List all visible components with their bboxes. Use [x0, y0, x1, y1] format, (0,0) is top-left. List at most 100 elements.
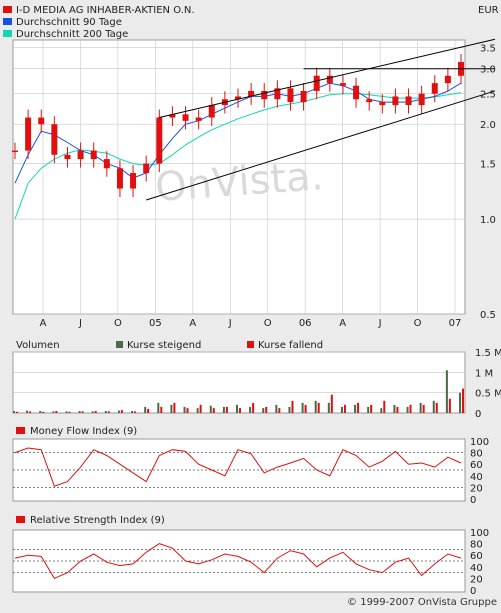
- volume-bar-falling: [343, 404, 346, 413]
- price-candle-body: [379, 102, 386, 106]
- volume-bar-rising: [236, 404, 238, 413]
- legend-label-ma90: Durchschnitt 90 Tage: [16, 17, 122, 28]
- volume-bar-rising: [314, 400, 317, 413]
- volume-bar-rising: [288, 406, 291, 413]
- volume-bar-rising: [419, 402, 422, 413]
- volume-bar-rising: [354, 404, 357, 413]
- volume-bar-falling: [435, 402, 438, 413]
- volume-panel: [12, 351, 466, 414]
- volume-bar-rising: [222, 406, 225, 413]
- volume-title: Volumen: [16, 340, 60, 351]
- price-y-tick-label: 3.5: [480, 44, 496, 55]
- mfi-y-tick-label: 20: [470, 483, 483, 494]
- volume-bar-rising: [170, 404, 173, 413]
- price-candle-body: [444, 75, 451, 84]
- rsi-y-tick-label: 40: [470, 563, 483, 574]
- mfi-y-tick-label: 80: [470, 449, 483, 460]
- volume-bar-rising: [104, 410, 107, 413]
- rsi-y-tick-label: 20: [470, 574, 483, 585]
- legend-swatch-ma200: [3, 30, 12, 37]
- volume-bar-falling: [409, 404, 412, 413]
- price-x-tick-label: A: [40, 318, 47, 329]
- volume-bar-falling: [212, 408, 215, 413]
- price-candle-body: [103, 159, 110, 169]
- volume-bar-rising: [144, 406, 147, 413]
- price-x-tick-label: A: [339, 318, 346, 329]
- volume-bar-rising: [459, 392, 461, 413]
- trend-channel-lower: [146, 90, 496, 201]
- volume-y-tick-label: 0.5 M: [475, 389, 501, 400]
- price-candle-body: [313, 75, 320, 91]
- ma200-line: [14, 92, 462, 220]
- volume-bar-falling: [173, 402, 176, 413]
- volume-bar-falling: [448, 398, 451, 413]
- price-candle-body: [405, 96, 412, 106]
- volume-bar-falling: [55, 410, 58, 413]
- volume-bar-falling: [330, 394, 333, 413]
- volume-bar-rising: [91, 411, 94, 413]
- price-candle-body: [90, 150, 97, 160]
- volume-bar-falling: [265, 406, 268, 413]
- legend-swatch-price: [3, 6, 12, 13]
- volume-bar-falling: [120, 410, 123, 413]
- volume-y-tick-label: 1.5 M: [475, 348, 501, 359]
- volume-y-tick-label: 1 M: [475, 368, 493, 379]
- volume-bar-rising: [393, 404, 396, 413]
- volume-bar-falling: [94, 410, 97, 413]
- price-x-tick-label: J: [228, 318, 232, 329]
- price-x-tick-label: O: [414, 318, 422, 329]
- volume-bar-falling: [107, 411, 110, 413]
- volume-bar-falling: [422, 404, 425, 413]
- volume-bar-falling: [304, 404, 307, 413]
- volume-bar-falling: [160, 406, 163, 413]
- volume-bar-rising: [367, 406, 370, 413]
- price-x-tick-label: 07: [449, 318, 462, 329]
- mfi-y-tick-label: 100: [470, 437, 489, 448]
- volume-bar-falling: [42, 411, 45, 413]
- rsi-y-tick-label: 100: [470, 528, 489, 539]
- volume-bar-falling: [291, 400, 294, 413]
- volume-bar-rising: [445, 370, 448, 413]
- volume-bar-falling: [396, 406, 399, 413]
- copyright: © 1999-2007 OnVista Gruppe: [347, 597, 497, 608]
- price-candle-body: [287, 88, 294, 103]
- legend-label-falling: Kurse fallend: [258, 340, 323, 351]
- volume-bar-rising: [117, 410, 120, 413]
- volume-bar-falling: [357, 402, 360, 413]
- volume-y-tick-label: 0: [475, 409, 481, 420]
- volume-bar-rising: [406, 406, 409, 413]
- price-candle-body: [77, 150, 84, 160]
- price-candle-body: [418, 93, 425, 106]
- mfi-legend-swatch: [16, 427, 25, 434]
- volume-bar-falling: [462, 388, 464, 413]
- price-x-tick-label: J: [78, 318, 82, 329]
- price-candle-body: [25, 117, 32, 151]
- price-candle-body: [182, 114, 189, 121]
- volume-bar-rising: [340, 406, 343, 413]
- price-x-tick-label: 05: [149, 318, 162, 329]
- volume-bar-rising: [249, 406, 252, 413]
- price-panel: [12, 39, 466, 315]
- volume-bar-rising: [262, 408, 265, 413]
- volume-bar-rising: [301, 402, 304, 413]
- price-candle-body: [116, 168, 123, 189]
- price-candle-body: [51, 124, 58, 155]
- price-candle-body: [248, 90, 255, 97]
- volume-bar-falling: [29, 411, 32, 413]
- price-y-tick-label: 0.5: [480, 310, 496, 321]
- price-candle-body: [169, 114, 176, 118]
- legend-swatch-ma90: [3, 18, 12, 25]
- price-candle-body: [195, 117, 202, 121]
- volume-bar-rising: [157, 402, 160, 413]
- price-candle-body: [339, 83, 346, 86]
- price-y-tick-label: 2.5: [480, 90, 496, 101]
- rsi-legend-swatch: [16, 516, 25, 523]
- volume-bar-falling: [278, 408, 281, 413]
- volume-bar-falling: [239, 408, 241, 413]
- price-candle-body: [366, 99, 373, 103]
- price-y-tick-label: 3.0: [480, 65, 496, 76]
- volume-bar-falling: [81, 411, 84, 413]
- legend-label-rising: Kurse steigend: [127, 340, 201, 351]
- price-y-tick-label: 1.0: [480, 215, 496, 226]
